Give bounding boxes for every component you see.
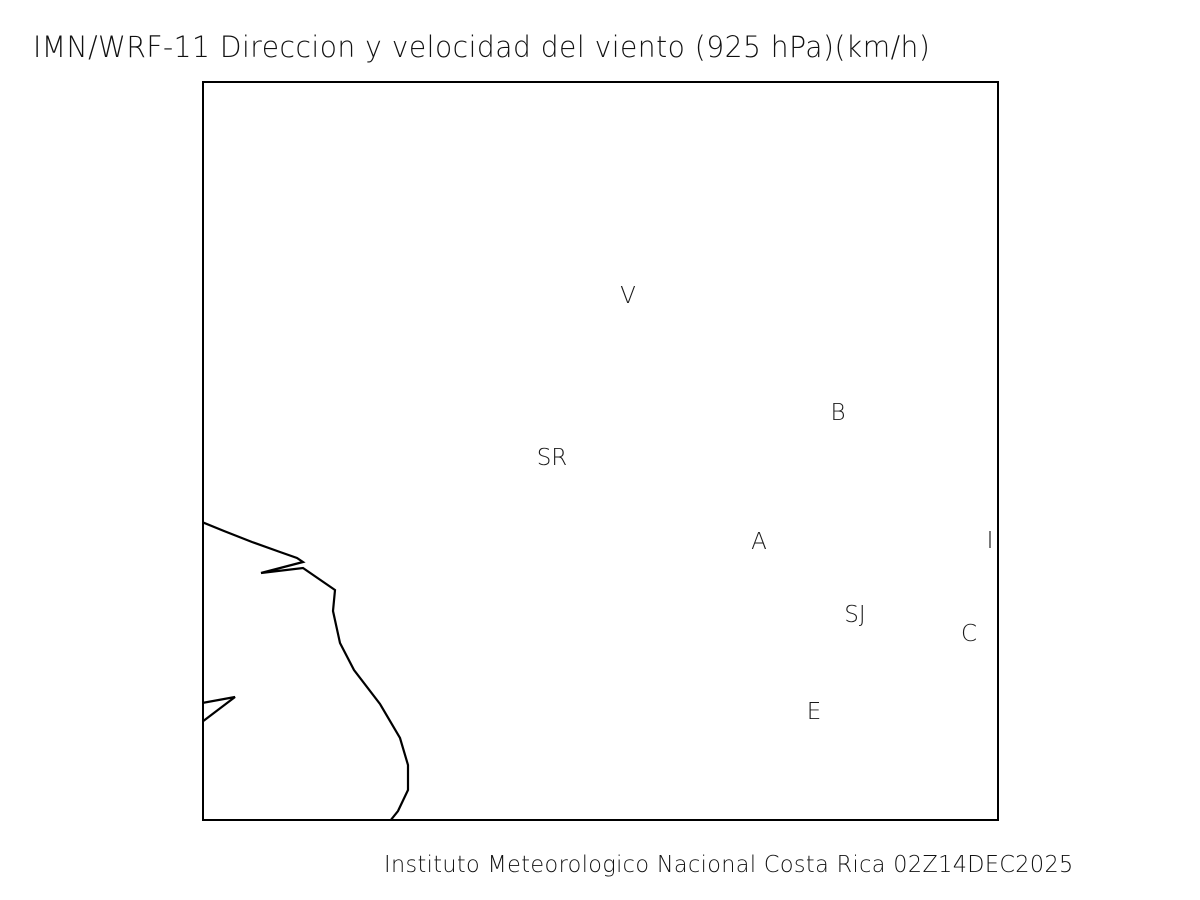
station-e: E xyxy=(807,699,822,725)
map-plot-area: V B SR A I SJ C E xyxy=(202,81,999,821)
map-frame-border xyxy=(202,81,999,821)
footer-credit: Instituto Meteorologico Nacional Costa R… xyxy=(384,852,1074,878)
station-a: A xyxy=(751,529,767,555)
map-canvas: V B SR A I SJ C E xyxy=(202,81,999,821)
page-title: IMN/WRF-11 Direccion y velocidad del vie… xyxy=(33,30,931,64)
station-c: C xyxy=(961,621,977,647)
station-i: I xyxy=(987,528,994,554)
coastline-islet xyxy=(202,695,236,723)
station-v: V xyxy=(620,283,636,309)
station-sj: SJ xyxy=(844,602,865,628)
coastline-pacific xyxy=(202,520,410,821)
station-label-layer: V B SR A I SJ C E xyxy=(537,283,994,725)
station-sr: SR xyxy=(537,445,568,471)
station-b: B xyxy=(830,400,845,426)
